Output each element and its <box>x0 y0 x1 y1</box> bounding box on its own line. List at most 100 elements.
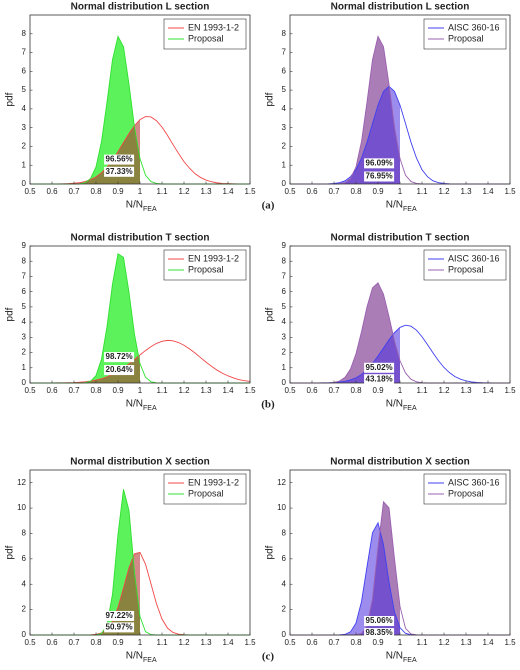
x-axis-label-subscript: FEA <box>403 206 417 213</box>
x-tick-label: 1.5 <box>244 386 256 395</box>
legend-label: Proposal <box>188 488 224 498</box>
x-tick-label: 1.1 <box>416 187 428 196</box>
y-tick-label: 0 <box>282 378 287 387</box>
y-tick-label: 1 <box>22 160 27 169</box>
x-tick-label: 1.2 <box>178 187 190 196</box>
y-tick-label: 10 <box>277 503 286 512</box>
x-tick-label: 0.7 <box>328 638 340 647</box>
annotation-box <box>364 171 395 182</box>
y-tick-label: 6 <box>282 287 287 296</box>
y-tick-label: 4 <box>282 104 287 113</box>
x-tick-label: 1 <box>398 638 403 647</box>
y-tick-label: 7 <box>22 272 27 281</box>
x-tick-label: 0.6 <box>46 638 58 647</box>
x-tick-label: 0.6 <box>306 638 318 647</box>
x-tick-label: 0.6 <box>46 386 58 395</box>
y-tick-label: 2 <box>22 605 27 614</box>
x-tick-label: 1.5 <box>244 187 256 196</box>
legend-label: EN 1993-1-2 <box>188 22 239 32</box>
y-tick-label: 4 <box>22 317 27 326</box>
legend-label: Proposal <box>448 33 484 43</box>
annotation: 98.72% <box>106 352 133 361</box>
x-tick-label: 0.9 <box>372 638 384 647</box>
panel-label: (a) <box>262 200 275 212</box>
chart-panel: Normal distribution X section 0.5 0.6 0.7 0.… <box>265 457 516 664</box>
y-tick-label: 3 <box>22 332 27 341</box>
y-tick-label: 2 <box>282 142 287 151</box>
y-tick-label: 6 <box>22 66 27 75</box>
annotation-box <box>104 352 135 363</box>
legend-label: Proposal <box>188 264 224 274</box>
annotation-box <box>364 362 395 373</box>
chart-title: Normal distribution L section <box>331 2 470 13</box>
x-axis-label-subscript: FEA <box>143 405 157 412</box>
x-axis-label: N/N <box>386 200 403 211</box>
y-tick-label: 9 <box>22 241 27 250</box>
y-tick-label: 0 <box>282 179 287 188</box>
y-tick-label: 8 <box>22 256 27 265</box>
annotation: 98.35% <box>366 628 393 637</box>
x-tick-label: 0.7 <box>68 638 80 647</box>
x-tick-label: 1.4 <box>222 638 234 647</box>
x-tick-label: 0.8 <box>90 187 102 196</box>
y-tick-label: 8 <box>282 256 287 265</box>
x-tick-label: 1.4 <box>222 187 234 196</box>
x-tick-label: 1.5 <box>504 187 516 196</box>
y-tick-label: 2 <box>282 348 287 357</box>
y-tick-label: 8 <box>282 529 287 538</box>
annotation-box <box>104 154 135 165</box>
x-tick-label: 1.5 <box>504 386 516 395</box>
y-tick-label: 3 <box>22 123 27 132</box>
legend-box <box>163 18 247 50</box>
panel-label: (b) <box>261 399 275 411</box>
legend-label: Proposal <box>188 33 224 43</box>
x-axis-label-subscript: FEA <box>403 657 417 664</box>
x-tick-label: 0.9 <box>112 638 124 647</box>
x-tick-label: 1.2 <box>178 638 190 647</box>
x-tick-label: 0.5 <box>284 638 296 647</box>
legend-label: EN 1993-1-2 <box>188 477 239 487</box>
y-axis-label: pdf <box>265 545 276 559</box>
x-tick-label: 1 <box>138 187 143 196</box>
y-tick-label: 4 <box>282 317 287 326</box>
chart-panel: Normal distribution L section 0.5 0.6 0.7 0.… <box>5 2 256 213</box>
x-tick-label: 1.4 <box>482 638 494 647</box>
legend-box <box>163 249 247 281</box>
x-tick-label: 1.1 <box>416 638 428 647</box>
y-tick-label: 1 <box>22 363 27 372</box>
y-tick-label: 6 <box>282 66 287 75</box>
y-tick-label: 5 <box>22 302 27 311</box>
y-tick-label: 4 <box>22 579 27 588</box>
chart-title: Normal distribution X section <box>70 457 209 468</box>
y-tick-label: 6 <box>22 287 27 296</box>
y-tick-label: 2 <box>22 348 27 357</box>
x-tick-label: 0.5 <box>24 386 36 395</box>
chart-title: Normal distribution T section <box>71 233 210 244</box>
y-tick-label: 8 <box>22 29 27 38</box>
x-tick-label: 1.1 <box>156 386 168 395</box>
y-tick-label: 4 <box>22 104 27 113</box>
annotation-box <box>364 158 395 169</box>
x-tick-label: 1.3 <box>460 638 472 647</box>
x-tick-label: 1 <box>398 386 403 395</box>
x-tick-label: 0.7 <box>328 187 340 196</box>
y-tick-label: 8 <box>22 529 27 538</box>
x-tick-label: 0.5 <box>284 386 296 395</box>
x-axis-label-subscript: FEA <box>403 405 417 412</box>
x-tick-label: 0.7 <box>328 386 340 395</box>
shaded-area <box>290 522 400 635</box>
x-tick-label: 0.5 <box>24 187 36 196</box>
x-tick-label: 1.2 <box>438 386 450 395</box>
annotation-box <box>104 166 135 177</box>
chart-title: Normal distribution T section <box>331 233 470 244</box>
panel-label: (c) <box>262 651 275 663</box>
y-tick-label: 12 <box>17 478 26 487</box>
y-axis-label: pdf <box>5 92 16 106</box>
x-tick-label: 1.2 <box>178 386 190 395</box>
y-tick-label: 1 <box>282 160 287 169</box>
x-tick-label: 0.8 <box>350 187 362 196</box>
annotation-box <box>364 628 395 639</box>
x-tick-label: 1.2 <box>438 187 450 196</box>
x-tick-label: 1.5 <box>504 638 516 647</box>
y-tick-label: 0 <box>22 179 27 188</box>
